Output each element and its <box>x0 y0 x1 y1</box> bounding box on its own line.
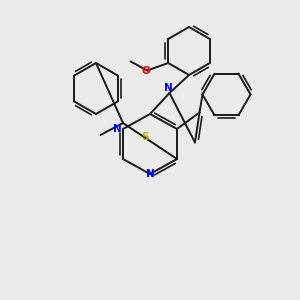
Text: S: S <box>141 132 149 142</box>
Text: O: O <box>141 66 150 76</box>
Text: N: N <box>113 124 122 134</box>
Text: N: N <box>164 82 172 93</box>
Text: N: N <box>146 169 154 179</box>
